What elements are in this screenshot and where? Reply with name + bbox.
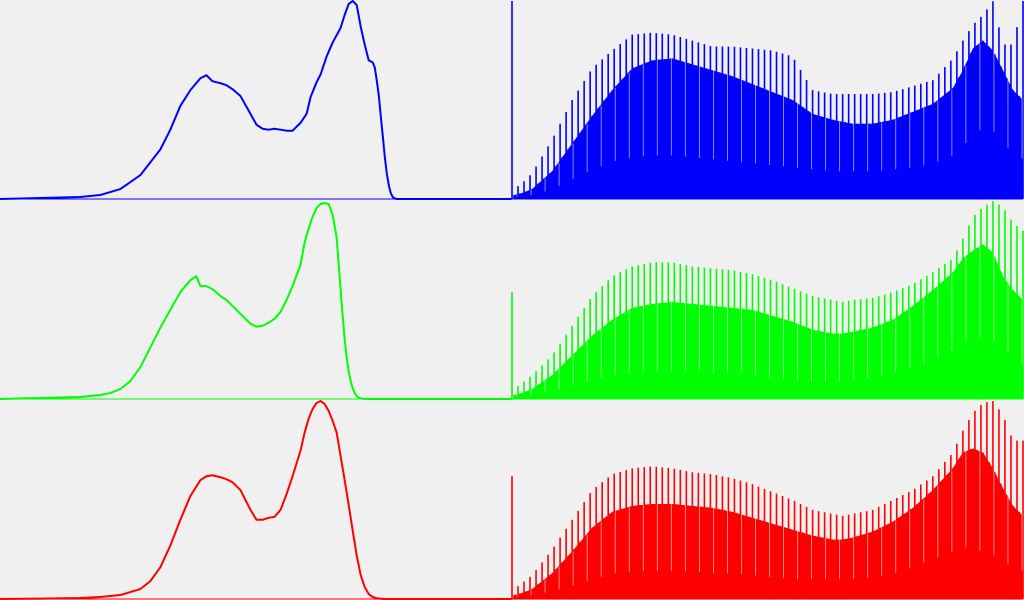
blue-raw-histogram [511,1,1024,200]
green-raw-histogram [511,201,1024,400]
blue-smooth-histogram [0,0,512,200]
red-raw-histogram [511,401,1024,600]
green-curve [0,201,512,400]
red-smooth-histogram [0,400,512,600]
red-curve [0,400,512,600]
green-smooth-histogram [0,201,512,400]
blue-curve [0,0,512,200]
